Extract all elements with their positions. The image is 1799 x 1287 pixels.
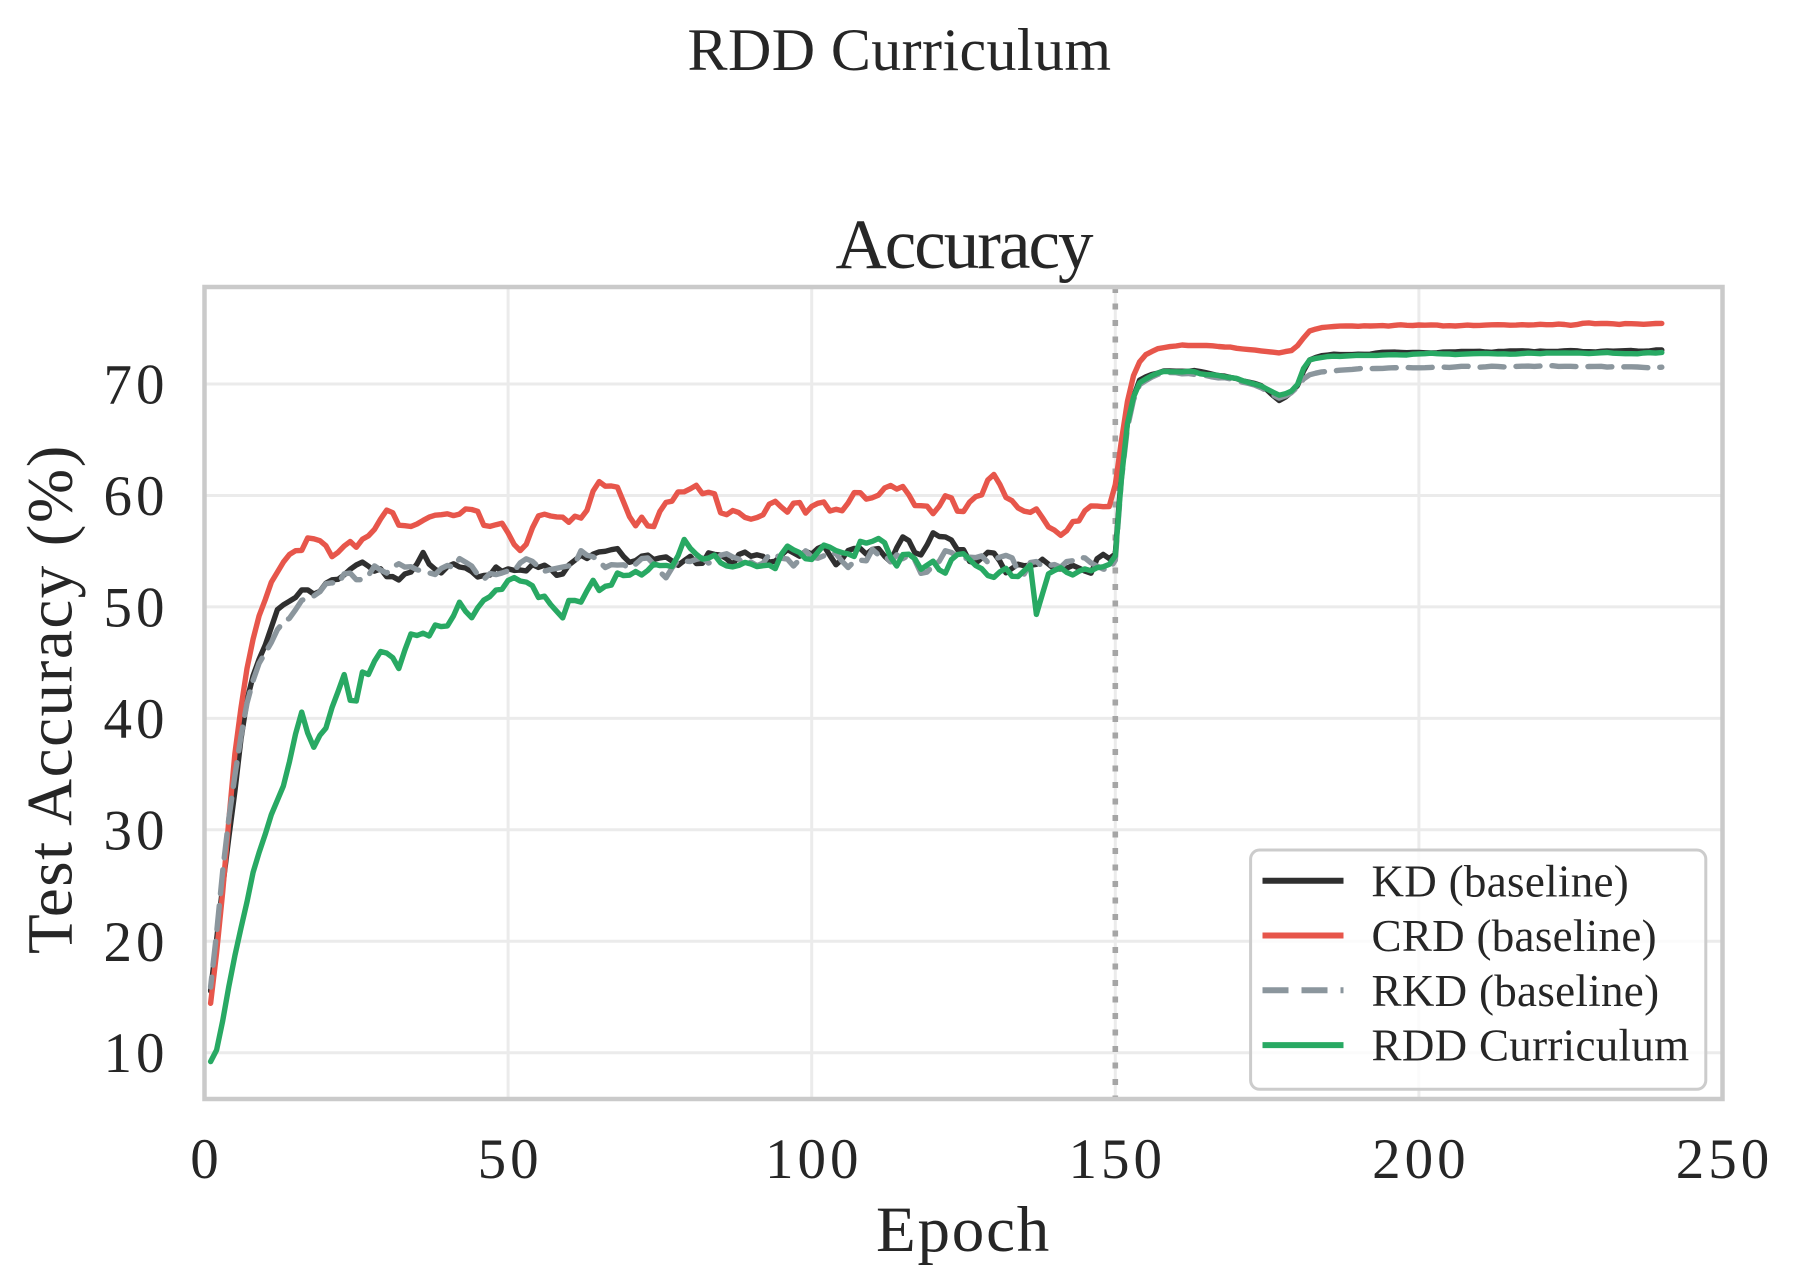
svg-text:50: 50 xyxy=(104,576,169,639)
svg-text:50: 50 xyxy=(478,1128,543,1191)
svg-text:150: 150 xyxy=(1069,1128,1167,1191)
svg-text:Test Accuracy (%): Test Accuracy (%) xyxy=(15,444,87,954)
svg-text:RDD Curriculum: RDD Curriculum xyxy=(688,17,1112,83)
svg-text:60: 60 xyxy=(104,465,169,528)
svg-text:20: 20 xyxy=(104,911,169,974)
svg-text:200: 200 xyxy=(1372,1128,1470,1191)
svg-text:0: 0 xyxy=(190,1128,223,1191)
svg-text:RDD Curriculum: RDD Curriculum xyxy=(1372,1021,1690,1071)
svg-text:10: 10 xyxy=(104,1022,169,1085)
svg-text:Accuracy: Accuracy xyxy=(836,206,1094,284)
svg-text:CRD (baseline): CRD (baseline) xyxy=(1372,911,1657,961)
svg-text:70: 70 xyxy=(104,354,169,417)
svg-text:30: 30 xyxy=(104,799,169,862)
svg-text:RKD (baseline): RKD (baseline) xyxy=(1372,966,1660,1016)
svg-text:250: 250 xyxy=(1676,1128,1774,1191)
svg-text:KD (baseline): KD (baseline) xyxy=(1372,856,1630,906)
svg-text:40: 40 xyxy=(104,688,169,751)
svg-text:Epoch: Epoch xyxy=(876,1194,1051,1266)
svg-text:100: 100 xyxy=(765,1128,863,1191)
